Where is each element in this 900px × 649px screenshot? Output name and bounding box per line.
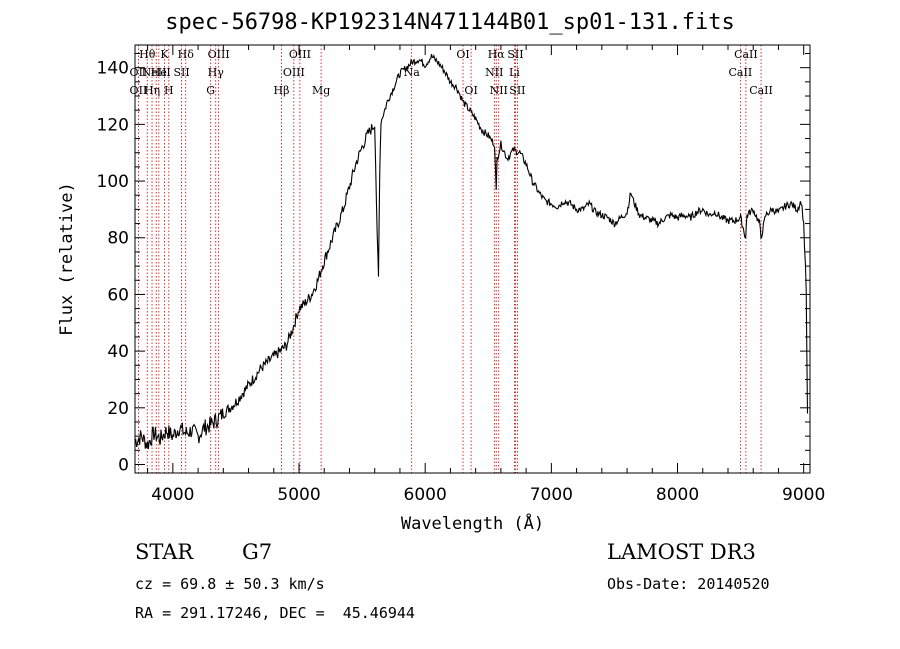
spectral-line-label: Mg [312,84,330,97]
x-axis-label: Wavelength (Å) [401,512,544,534]
flux-line [134,53,809,450]
spectral-line-label: OII [130,66,148,79]
sky-coordinates: RA = 291.17246, DEC = 45.46944 [135,604,415,622]
spectral-line-label: Hδ [178,48,195,61]
spectral-line-label: SII [509,84,525,97]
y-tick-label: 20 [107,399,129,419]
x-tick-label: 5000 [277,485,320,505]
spectral-line-label: CaII [729,66,753,79]
y-tick-label: 140 [97,59,129,79]
y-tick-label: 0 [118,455,129,475]
spectral-line-label: G [206,84,215,97]
plot-frame [134,44,811,474]
x-tick-label: 8000 [656,485,699,505]
chart-title: spec-56798-KP192314N471144B01_sp01-131.f… [165,10,735,35]
spectral-line-label: Hγ [208,66,225,79]
object-type: STAR [135,540,194,564]
spectral-line-label: CaII [734,48,758,61]
spectral-line-label: NII [485,66,503,79]
y-tick-label: 120 [97,115,129,135]
spectral-line-label: NII [490,84,508,97]
spectral-line-label: OIII [289,48,311,61]
spectral-line-label: NeIII [142,66,171,79]
y-tick-label: 80 [107,229,129,249]
spectral-line-label: SII [507,48,523,61]
spectral-line-label: He [151,66,167,79]
spectral-line-label: OIII [208,48,230,61]
spectral-line-label: OI [464,84,477,97]
spectral-line-label: Hα [488,48,506,61]
redshift-velocity: cz = 69.8 ± 50.3 km/s [135,575,325,593]
survey-name: LAMOST DR3 [607,540,756,564]
spectral-line-label: CaII [749,84,773,97]
spectral-line-label: OIII [283,66,305,79]
y-tick-label: 40 [107,342,129,362]
y-tick-label: 60 [107,285,129,305]
spectral-line-label: OII [130,84,148,97]
spectral-line-label: Hβ [274,84,290,97]
spectral-line-label: K [160,48,169,61]
x-tick-label: 4000 [151,485,194,505]
spectral-subclass: G7 [242,540,273,564]
spectral-line-label: Hθ [139,48,156,61]
spectral-line-label: OI [456,48,469,61]
spectral-line-label: Hη [144,84,160,97]
spectral-line-label: Na [404,66,421,79]
x-tick-label: 9000 [782,485,825,505]
y-tick-label: 100 [97,172,129,192]
observation-date: Obs-Date: 20140520 [607,575,770,593]
spectral-line-label: H [164,84,174,97]
x-tick-label: 7000 [530,485,573,505]
x-tick-label: 6000 [404,485,447,505]
spectral-line-label: Li [509,66,520,79]
y-axis-label: Flux (relative) [57,182,77,336]
spectral-line-label: SII [173,66,189,79]
